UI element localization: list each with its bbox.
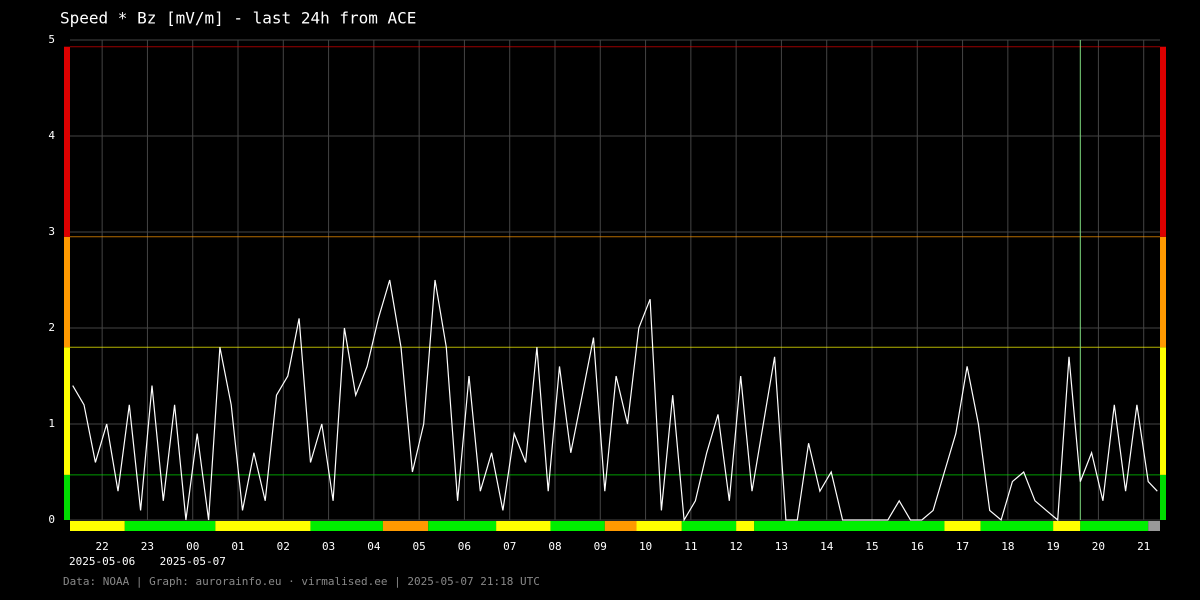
status-segment xyxy=(736,521,755,531)
x-tick-label: 20 xyxy=(1092,540,1105,553)
x-tick-label: 03 xyxy=(322,540,335,553)
x-tick-label: 01 xyxy=(231,540,244,553)
status-segment xyxy=(124,521,216,531)
band-bar xyxy=(64,236,70,348)
x-tick-label: 16 xyxy=(911,540,924,553)
band-bar xyxy=(1160,474,1166,520)
status-segment xyxy=(496,521,551,531)
status-segment xyxy=(636,521,682,531)
status-segment xyxy=(70,521,125,531)
x-tick-label: 00 xyxy=(186,540,199,553)
band-bar xyxy=(1160,236,1166,348)
x-tick-label: 06 xyxy=(458,540,471,553)
x-tick-label: 19 xyxy=(1047,540,1060,553)
band-bar xyxy=(1160,347,1166,475)
x-tick-label: 11 xyxy=(684,540,697,553)
y-tick-label: 1 xyxy=(48,417,55,430)
status-segment xyxy=(980,521,1054,531)
band-bar xyxy=(64,347,70,475)
x-tick-label: 07 xyxy=(503,540,516,553)
status-segment xyxy=(1148,521,1160,531)
y-tick-label: 4 xyxy=(48,129,55,142)
x-tick-label: 04 xyxy=(367,540,381,553)
x-tick-label: 23 xyxy=(141,540,154,553)
x-tick-label: 14 xyxy=(820,540,834,553)
date-label: 2025-05-07 xyxy=(160,555,226,568)
x-tick-label: 15 xyxy=(865,540,878,553)
y-tick-label: 3 xyxy=(48,225,55,238)
status-segment xyxy=(215,521,311,531)
x-tick-label: 18 xyxy=(1001,540,1014,553)
status-segment xyxy=(550,521,605,531)
status-segment xyxy=(681,521,737,531)
x-tick-label: 05 xyxy=(413,540,426,553)
x-tick-label: 21 xyxy=(1137,540,1150,553)
status-segment xyxy=(944,521,981,531)
x-tick-label: 09 xyxy=(594,540,607,553)
data-line xyxy=(72,279,1158,522)
status-segment xyxy=(1053,521,1081,531)
band-bar xyxy=(64,474,70,520)
x-tick-label: 10 xyxy=(639,540,652,553)
status-segment xyxy=(1080,521,1149,531)
status-segment xyxy=(428,521,497,531)
footer: Data: NOAA | Graph: aurorainfo.eu · virm… xyxy=(63,575,540,588)
x-tick-label: 12 xyxy=(730,540,743,553)
x-tick-label: 22 xyxy=(96,540,109,553)
band-bar xyxy=(64,46,70,237)
status-segment xyxy=(604,521,637,531)
x-tick-label: 13 xyxy=(775,540,788,553)
status-segment xyxy=(754,521,945,531)
status-segment xyxy=(310,521,383,531)
y-tick-label: 2 xyxy=(48,321,55,334)
status-segment xyxy=(382,521,429,531)
date-label: 2025-05-06 xyxy=(69,555,135,568)
x-tick-label: 08 xyxy=(548,540,561,553)
band-bar xyxy=(1160,46,1166,237)
x-tick-label: 17 xyxy=(956,540,969,553)
x-tick-label: 02 xyxy=(277,540,290,553)
y-tick-label: 5 xyxy=(48,33,55,46)
y-tick-label: 0 xyxy=(48,513,55,526)
chart-title: Speed * Bz [mV/m] - last 24h from ACE xyxy=(60,9,416,28)
